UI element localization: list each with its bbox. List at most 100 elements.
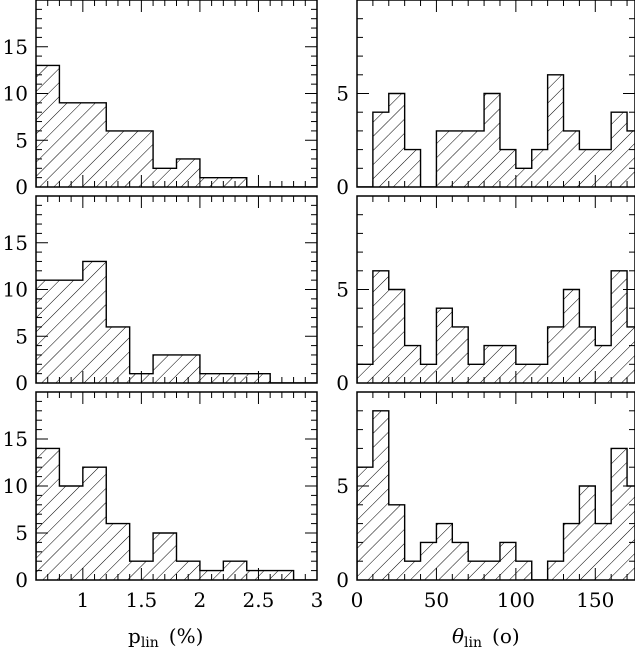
bar bbox=[82, 467, 107, 580]
bar bbox=[176, 354, 200, 383]
xtick-label: 0 bbox=[351, 588, 364, 612]
bar bbox=[484, 561, 500, 580]
bar bbox=[627, 130, 635, 187]
bar bbox=[372, 270, 389, 383]
bar bbox=[59, 280, 83, 383]
bar bbox=[223, 561, 247, 580]
bar bbox=[627, 326, 635, 383]
panel-row2-left: 0 5 10 15 bbox=[3, 195, 318, 395]
bar bbox=[484, 345, 500, 383]
bars-row2-left bbox=[36, 260, 317, 383]
bar bbox=[563, 130, 580, 187]
xtick-label: 3 bbox=[311, 588, 324, 612]
bars-row1-left bbox=[36, 64, 317, 187]
ytick-label: 5 bbox=[15, 128, 28, 152]
bar bbox=[357, 364, 373, 383]
bar bbox=[436, 130, 453, 187]
bar bbox=[531, 364, 548, 383]
bars-row1-right bbox=[357, 74, 635, 187]
histogram-outline bbox=[36, 260, 317, 383]
ytick-label: 10 bbox=[3, 278, 28, 302]
bar bbox=[468, 364, 485, 383]
right-xaxis-label: θlin (o) bbox=[452, 624, 520, 651]
bar bbox=[153, 354, 177, 383]
bar bbox=[82, 261, 107, 383]
bar bbox=[499, 345, 516, 383]
bar bbox=[547, 326, 564, 383]
bar bbox=[627, 486, 635, 580]
bar bbox=[515, 364, 532, 383]
bars-row3-left bbox=[36, 447, 317, 580]
ytick-label: 0 bbox=[15, 371, 28, 395]
bar bbox=[452, 130, 469, 187]
bars-row2-right bbox=[357, 270, 635, 383]
bar bbox=[404, 561, 421, 580]
bar bbox=[404, 149, 421, 187]
ytick-label: 15 bbox=[3, 231, 28, 255]
bar bbox=[129, 130, 154, 187]
bar bbox=[420, 542, 437, 580]
ytick-label: 10 bbox=[3, 82, 28, 106]
panel-row2-right: 05 bbox=[336, 195, 635, 395]
xtick-label: 150 bbox=[576, 588, 614, 612]
bar bbox=[176, 561, 200, 580]
bar bbox=[468, 130, 485, 187]
bar bbox=[611, 270, 628, 383]
bar bbox=[468, 561, 485, 580]
ytick-label: 15 bbox=[3, 427, 28, 451]
bar bbox=[36, 280, 60, 383]
panel-row1-left: 0 5 10 15 bbox=[3, 0, 318, 199]
bar bbox=[404, 345, 421, 383]
ytick-label: 0 bbox=[15, 175, 28, 199]
ytick-label: 0 bbox=[336, 175, 349, 199]
bars-row3-right bbox=[357, 410, 635, 580]
bar bbox=[515, 561, 532, 580]
bar bbox=[563, 289, 580, 383]
ytick-label: 0 bbox=[336, 568, 349, 592]
bar bbox=[484, 93, 500, 187]
ytick-label: 5 bbox=[336, 278, 349, 302]
bar bbox=[611, 112, 628, 187]
bar bbox=[357, 467, 373, 580]
bar bbox=[595, 149, 612, 187]
xtick-label: 50 bbox=[424, 588, 449, 612]
panel-row3-right: 050 50 100 150 bbox=[336, 391, 635, 612]
bar bbox=[499, 149, 516, 187]
bar bbox=[372, 410, 389, 580]
bar bbox=[59, 102, 83, 187]
xtick-label: 1.5 bbox=[125, 588, 157, 612]
bar bbox=[531, 149, 548, 187]
left-xaxis-label: plin (%) bbox=[128, 624, 203, 651]
panel-row1-right: 05 bbox=[336, 0, 635, 199]
bar bbox=[595, 345, 612, 383]
ytick-label: 10 bbox=[3, 474, 28, 498]
bar bbox=[547, 561, 564, 580]
bar bbox=[59, 486, 83, 580]
xtick-label: 2.5 bbox=[243, 588, 275, 612]
bar bbox=[106, 326, 130, 383]
panel-row3-left: 0 5 10 15 1 1.5 2 2.5 3 bbox=[3, 391, 324, 612]
xtick-label: 1 bbox=[76, 588, 89, 612]
bar bbox=[106, 523, 130, 580]
ytick-label: 15 bbox=[3, 35, 28, 59]
bar bbox=[36, 65, 60, 187]
bar bbox=[388, 289, 405, 383]
bar bbox=[176, 158, 200, 187]
bar bbox=[579, 149, 596, 187]
ytick-label: 0 bbox=[336, 371, 349, 395]
bar bbox=[499, 542, 516, 580]
bar bbox=[563, 523, 580, 580]
histogram-outline bbox=[357, 410, 635, 580]
bar bbox=[420, 364, 437, 383]
histogram-outline bbox=[357, 270, 635, 383]
bar bbox=[82, 102, 107, 187]
bar bbox=[595, 523, 612, 580]
bar bbox=[106, 130, 130, 187]
bar bbox=[547, 74, 564, 187]
bar bbox=[388, 504, 405, 580]
bar bbox=[452, 542, 469, 580]
bar bbox=[452, 326, 469, 383]
histogram-outline bbox=[357, 74, 635, 187]
ytick-label: 5 bbox=[15, 324, 28, 348]
